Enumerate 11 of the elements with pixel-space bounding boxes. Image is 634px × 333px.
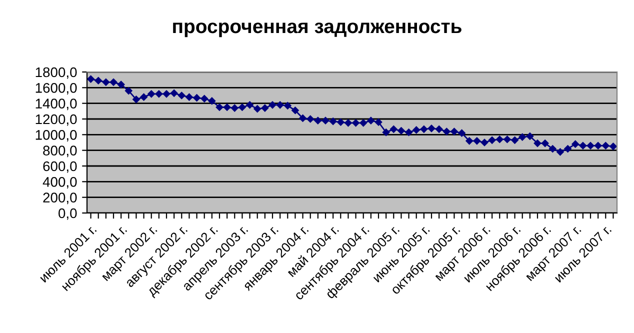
y-tick-label: 1000,0 bbox=[36, 130, 77, 142]
y-tick-label: 0,0 bbox=[58, 208, 77, 220]
y-tick-label: 800,0 bbox=[43, 146, 77, 158]
y-tick-label: 1200,0 bbox=[36, 114, 77, 126]
y-tick-label: 1600,0 bbox=[36, 83, 77, 94]
y-tick-label: 600,0 bbox=[43, 161, 77, 173]
y-tick-label: 200,0 bbox=[43, 192, 77, 204]
y-tick-label: 400,0 bbox=[42, 177, 77, 188]
y-tick-label: 1800,0 bbox=[36, 67, 77, 79]
chart-title: просроченная задолженность bbox=[173, 22, 462, 38]
y-tick-label: 1400,0 bbox=[36, 98, 77, 110]
